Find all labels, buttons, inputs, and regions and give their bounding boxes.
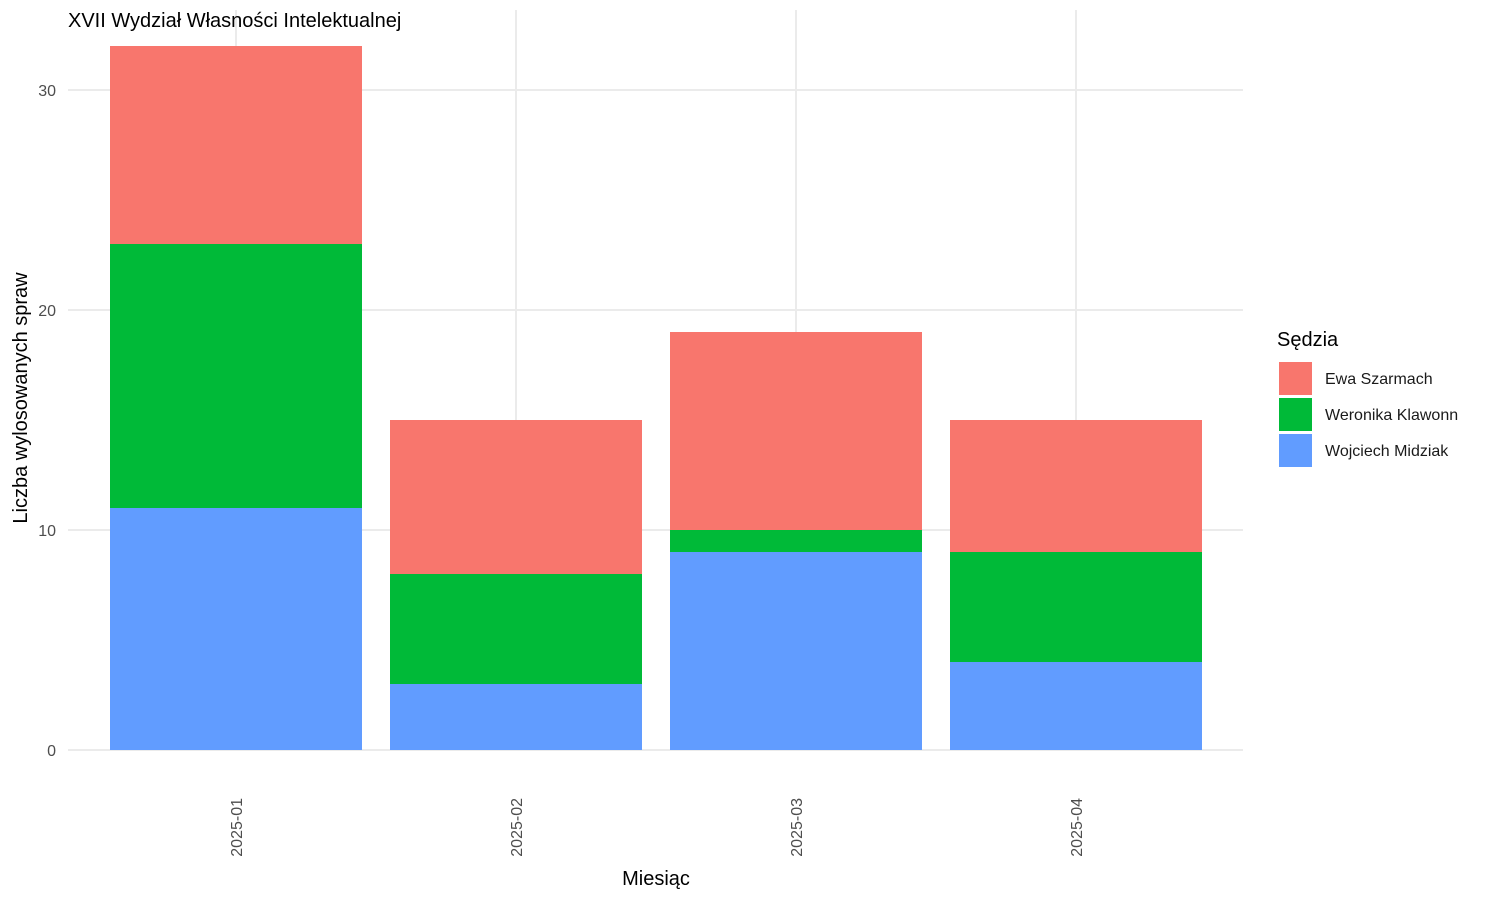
bar-segment-wojciech-midziak: [670, 552, 922, 750]
legend-swatch-wojciech-midziak: [1279, 434, 1312, 467]
bar-segment-ewa-szarmach: [950, 420, 1202, 552]
bar-segment-ewa-szarmach: [390, 420, 642, 574]
legend-swatch-ewa-szarmach: [1279, 362, 1312, 395]
bar-segment-weronika-klawonn: [390, 574, 642, 684]
bar-segment-weronika-klawonn: [670, 530, 922, 552]
y-tick-label: 10: [38, 523, 56, 540]
y-tick-label: 20: [38, 303, 56, 320]
legend-title: Sędzia: [1277, 329, 1339, 351]
chart-title: XVII Wydział Własności Intelektualnej: [68, 10, 401, 32]
legend-label-weronika-klawonn: Weronika Klawonn: [1325, 407, 1458, 424]
bar-segment-weronika-klawonn: [110, 244, 362, 508]
bars-layer: [110, 46, 1202, 750]
bar-segment-ewa-szarmach: [670, 332, 922, 530]
legend-items: Ewa Szarmach Weronika Klawonn Wojciech Mid…: [1279, 362, 1458, 467]
legend-label-wojciech-midziak: Wojciech Midziak: [1325, 443, 1449, 460]
ticks-layer: 0 10 20 30 2025-01 2025-02 2025-03 2025-04: [38, 83, 1086, 857]
x-tick-label: 2025-02: [509, 798, 526, 857]
bar-segment-wojciech-midziak: [110, 508, 362, 750]
x-tick-label: 2025-03: [789, 798, 806, 857]
x-axis-title: Miesiąc: [622, 868, 690, 890]
bar-segment-wojciech-midziak: [950, 662, 1202, 750]
x-tick-label: 2025-04: [1069, 798, 1086, 857]
bar-segment-ewa-szarmach: [110, 46, 362, 244]
legend: Sędzia Ewa Szarmach Weronika Klawonn Wojci…: [1277, 329, 1458, 467]
bar-segment-weronika-klawonn: [950, 552, 1202, 662]
legend-swatch-weronika-klawonn: [1279, 398, 1312, 431]
x-tick-label: 2025-01: [229, 798, 246, 857]
legend-label-ewa-szarmach: Ewa Szarmach: [1325, 371, 1433, 388]
y-tick-label: 30: [38, 83, 56, 100]
bar-segment-wojciech-midziak: [390, 684, 642, 750]
y-axis-title: Liczba wylosowanych spraw: [10, 272, 32, 524]
y-tick-label: 0: [47, 743, 56, 760]
